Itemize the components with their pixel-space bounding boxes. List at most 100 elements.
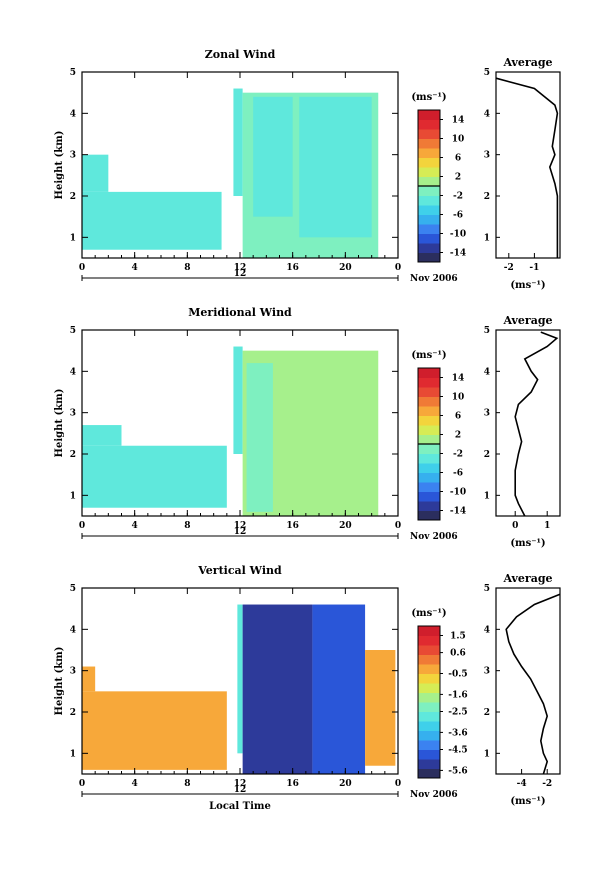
heatmap-cell xyxy=(242,604,313,774)
colorbar-segment xyxy=(418,740,440,750)
panel-title: Zonal Wind xyxy=(205,48,276,61)
average-frame xyxy=(495,71,561,259)
colorbar-segment xyxy=(418,654,440,665)
x-tick-label: 0 xyxy=(79,521,85,531)
colorbar-segment xyxy=(418,645,440,655)
x-tick-label: 0 xyxy=(79,779,85,789)
colorbar-tick-label: 6 xyxy=(455,412,461,422)
y-axis-label: Height (km) xyxy=(54,131,65,200)
x-tick-label: 16 xyxy=(286,263,299,273)
average-y-tick-label: 1 xyxy=(484,233,490,243)
heatmap-cell xyxy=(82,666,96,692)
colorbar xyxy=(417,109,443,263)
colorbar-tick-label: 2 xyxy=(455,431,461,441)
colorbar-segment xyxy=(418,167,440,177)
colorbar-segment xyxy=(418,252,440,263)
x-tick-label: 0 xyxy=(395,521,401,531)
colorbar-segment xyxy=(418,243,440,253)
colorbar-segment xyxy=(418,635,440,646)
heatmap-cell xyxy=(82,445,227,508)
average-y-tick-label: 3 xyxy=(484,409,490,419)
colorbar-tick-label: -14 xyxy=(450,507,466,517)
colorbar-segment xyxy=(418,472,440,483)
colorbar-tick-label: -3.6 xyxy=(448,728,467,738)
colorbar-segment xyxy=(418,214,440,225)
heatmap-cell xyxy=(82,154,109,192)
y-tick-label: 2 xyxy=(70,192,76,202)
colorbar-segment xyxy=(418,224,440,234)
y-tick-label: 1 xyxy=(70,491,76,501)
x-tick-label: 8 xyxy=(184,521,190,531)
date-mid-label: 12 xyxy=(234,785,247,795)
y-axis-label: Height (km) xyxy=(54,647,65,716)
colorbar-tick-label: 6 xyxy=(455,154,461,164)
colorbar-tick-label: -2.5 xyxy=(448,708,467,718)
average-panel: Average 1 2 3 4 5 0 1 (ms⁻¹) xyxy=(484,314,561,549)
x-tick-label: 12 xyxy=(234,779,247,789)
average-y-tick-label: 1 xyxy=(484,749,490,759)
colorbar-segment xyxy=(418,501,440,511)
colorbar-segment xyxy=(418,195,440,206)
heatmap-cell xyxy=(82,191,222,250)
colorbar-segment xyxy=(418,110,440,120)
colorbar-tick-label: -10 xyxy=(450,230,466,240)
colorbar-segment xyxy=(418,415,440,426)
average-x-tick-label: 0 xyxy=(512,521,518,531)
y-tick-label: 5 xyxy=(70,584,76,594)
average-profile-line xyxy=(505,593,561,775)
colorbar-segment xyxy=(418,406,440,416)
colorbar-segment xyxy=(418,510,440,521)
colorbar-segment xyxy=(418,749,440,760)
colorbar-tick-label: -4.5 xyxy=(448,746,467,756)
colorbar-segment xyxy=(418,186,440,196)
average-panel: Average 1 2 3 4 5 -4 -2 (ms⁻¹) xyxy=(484,572,561,807)
average-x-label: (ms⁻¹) xyxy=(510,538,545,549)
colorbar-segment xyxy=(418,463,440,473)
colorbar-segment xyxy=(418,482,440,492)
x-tick-label: 16 xyxy=(286,779,299,789)
colorbar-unit: (ms⁻¹) xyxy=(411,608,446,619)
average-y-tick-label: 3 xyxy=(484,667,490,677)
x-tick-label: 8 xyxy=(184,263,190,273)
average-title: Average xyxy=(502,572,552,585)
colorbar-segment xyxy=(418,664,440,674)
colorbar-segment xyxy=(418,205,440,215)
colorbar-segment xyxy=(418,176,440,187)
colorbar-tick-label: -10 xyxy=(450,488,466,498)
y-tick-label: 4 xyxy=(70,367,76,377)
x-tick-label: 12 xyxy=(234,521,247,531)
average-x-label: (ms⁻¹) xyxy=(510,796,545,807)
y-axis-label: Height (km) xyxy=(54,389,65,458)
colorbar-frame xyxy=(417,625,441,779)
average-frame xyxy=(495,329,561,517)
heatmap-cell xyxy=(312,604,366,774)
colorbar-tick-label: -0.5 xyxy=(448,670,467,680)
x-tick-label: 8 xyxy=(184,779,190,789)
colorbar-unit: (ms⁻¹) xyxy=(411,350,446,361)
x-tick-label: 4 xyxy=(132,521,138,531)
heatmap-cell xyxy=(82,691,227,770)
colorbar-segment xyxy=(418,711,440,722)
colorbar-tick-label: -6 xyxy=(453,469,463,479)
colorbar-segment xyxy=(418,157,440,168)
date-mid-label: 12 xyxy=(234,527,247,537)
colorbar-segment xyxy=(418,768,440,779)
colorbar-segment xyxy=(418,626,440,636)
average-x-tick-label: -1 xyxy=(529,263,539,273)
y-tick-label: 3 xyxy=(70,151,76,161)
colorbar-segment xyxy=(418,129,440,139)
average-y-tick-label: 5 xyxy=(484,68,490,78)
y-tick-label: 3 xyxy=(70,409,76,419)
x-tick-label: 0 xyxy=(79,263,85,273)
average-profile-line xyxy=(514,331,559,517)
average-x-tick-label: -2 xyxy=(504,263,514,273)
colorbar-segment xyxy=(418,453,440,464)
average-title: Average xyxy=(502,56,552,69)
colorbar-tick-label: -6 xyxy=(453,211,463,221)
heatmap-cell xyxy=(299,96,372,238)
y-tick-label: 4 xyxy=(70,625,76,635)
colorbar xyxy=(417,367,443,521)
y-tick-label: 1 xyxy=(70,749,76,759)
y-tick-label: 2 xyxy=(70,450,76,460)
